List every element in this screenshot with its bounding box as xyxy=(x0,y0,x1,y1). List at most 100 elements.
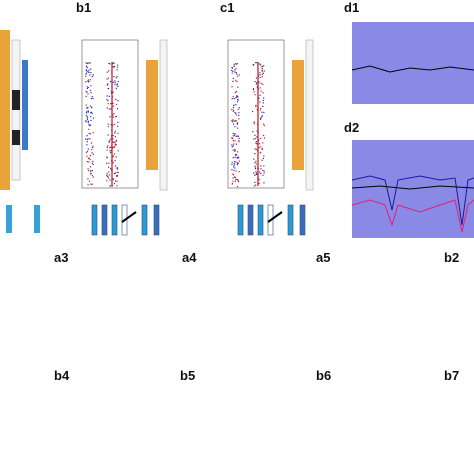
dot xyxy=(117,121,119,123)
dot xyxy=(109,116,111,118)
dot xyxy=(258,139,260,141)
dot xyxy=(116,185,118,187)
dot xyxy=(232,140,235,142)
dot xyxy=(86,91,88,93)
dot xyxy=(231,66,233,69)
dot xyxy=(256,82,258,84)
dot xyxy=(114,80,116,82)
dot xyxy=(234,126,236,128)
dot xyxy=(116,84,118,86)
dot xyxy=(256,86,258,88)
dot xyxy=(115,175,118,177)
dot xyxy=(237,156,239,158)
dot xyxy=(114,130,117,132)
dot xyxy=(262,142,264,144)
dot xyxy=(231,144,233,146)
dot xyxy=(235,135,237,137)
dot xyxy=(232,157,234,159)
dot xyxy=(231,67,234,69)
dot xyxy=(115,139,117,141)
dot xyxy=(108,95,110,97)
dot xyxy=(91,95,93,98)
dot xyxy=(259,94,261,96)
dot xyxy=(236,157,238,159)
dot xyxy=(114,136,117,138)
dot xyxy=(231,182,234,185)
dot xyxy=(89,158,91,161)
dot xyxy=(231,161,233,163)
dot xyxy=(255,141,258,143)
dot xyxy=(236,98,239,101)
dot xyxy=(238,112,240,114)
dot xyxy=(114,172,117,174)
left-partial-panel xyxy=(0,30,40,233)
dot xyxy=(85,70,88,72)
dot xyxy=(86,106,88,109)
dot xyxy=(238,118,240,120)
dot xyxy=(262,174,264,176)
dot xyxy=(259,137,262,139)
dot xyxy=(262,157,265,159)
dot xyxy=(89,138,91,140)
dot xyxy=(87,71,89,73)
dot xyxy=(87,86,89,89)
dot xyxy=(258,81,260,83)
dot xyxy=(113,183,116,185)
dot xyxy=(232,96,234,98)
dot xyxy=(236,73,238,75)
dot xyxy=(87,62,89,64)
dot xyxy=(238,157,240,159)
dot xyxy=(92,132,94,134)
dot xyxy=(86,86,89,88)
dot xyxy=(260,146,262,148)
dot xyxy=(110,102,112,105)
dot xyxy=(237,96,239,98)
dot xyxy=(87,184,89,186)
dot xyxy=(90,98,92,100)
dot xyxy=(106,71,108,73)
dot xyxy=(233,98,235,100)
dot xyxy=(260,82,262,84)
dot xyxy=(112,102,114,105)
dot xyxy=(258,178,260,181)
dot xyxy=(235,79,237,81)
dot xyxy=(110,149,112,152)
dot xyxy=(115,103,118,106)
dot xyxy=(86,87,88,90)
dot xyxy=(233,169,235,172)
dot xyxy=(106,107,108,109)
dot xyxy=(90,85,92,87)
dot xyxy=(261,69,263,71)
panel-label: b2 xyxy=(444,250,459,265)
dot xyxy=(112,91,114,93)
dot xyxy=(114,141,116,144)
dot xyxy=(106,146,108,149)
dot xyxy=(113,172,115,175)
dot xyxy=(92,153,94,155)
dot xyxy=(108,171,110,173)
dot xyxy=(256,108,258,111)
dot xyxy=(117,171,119,174)
dot xyxy=(112,105,114,107)
dot xyxy=(112,116,115,118)
dot xyxy=(117,85,119,88)
dot xyxy=(85,69,87,71)
dot xyxy=(112,162,114,164)
dot xyxy=(233,163,235,165)
dot xyxy=(90,112,92,114)
dot xyxy=(86,150,89,152)
dot xyxy=(86,138,88,141)
dot xyxy=(86,117,89,119)
dot xyxy=(106,156,108,158)
trace xyxy=(351,175,474,226)
dot xyxy=(253,121,255,123)
dot xyxy=(256,136,258,138)
dot xyxy=(110,138,112,140)
dot xyxy=(234,63,236,65)
dot xyxy=(263,137,266,139)
dot xyxy=(87,121,89,123)
dot xyxy=(86,161,89,163)
dot xyxy=(116,166,118,169)
dot xyxy=(91,152,93,154)
dot xyxy=(233,64,235,66)
